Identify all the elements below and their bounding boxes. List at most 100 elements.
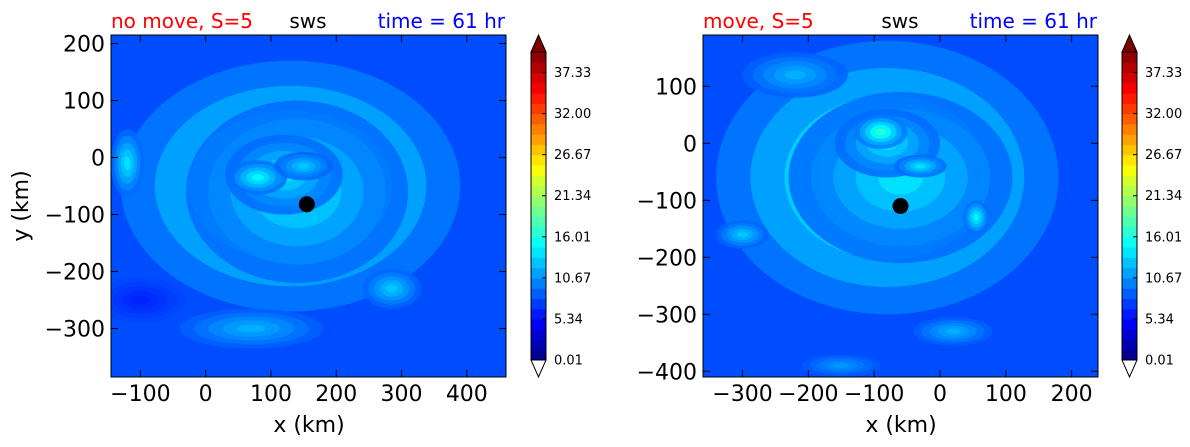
left-panel: no move, S=5 sws time = 61 hr −100 0 100 20… bbox=[9, 9, 591, 438]
colorbar-segment bbox=[1122, 329, 1137, 341]
x-tick-label: 400 bbox=[446, 382, 488, 407]
colorbar-segment bbox=[1122, 134, 1137, 145]
right-panel-title-left: move, S=5 bbox=[703, 9, 814, 33]
contour-band bbox=[945, 328, 962, 335]
colorbar-max-extend bbox=[1121, 33, 1138, 53]
y-tick-label: 100 bbox=[655, 75, 697, 100]
right-panel-y-ticks: −400 −300 −200 −100 0 100 bbox=[637, 75, 1098, 385]
colorbar-segment bbox=[1122, 62, 1137, 74]
y-tick-label: 0 bbox=[91, 147, 105, 172]
right-panel: move, S=5 sws time = 61 hr −300 −200 −100 0… bbox=[637, 9, 1183, 438]
colorbar-segment bbox=[531, 134, 546, 145]
left-panel-colorbar: 0.01 5.34 10.67 16.01 21.34 26.67 32.00 37.33 bbox=[530, 33, 591, 379]
contour-band bbox=[297, 163, 310, 169]
contour-band bbox=[875, 128, 887, 136]
colorbar-segment bbox=[1122, 52, 1137, 63]
plot-frame bbox=[110, 34, 507, 378]
colorbar-segment bbox=[531, 349, 546, 361]
colorbar-segment bbox=[1122, 103, 1137, 115]
contour-band bbox=[737, 231, 748, 238]
y-tick-label: 100 bbox=[63, 90, 105, 115]
colorbar-segment bbox=[1122, 206, 1137, 217]
colorbar-tick-label: 10.67 bbox=[554, 271, 591, 286]
right-panel-title-right: time = 61 hr bbox=[970, 9, 1098, 33]
colorbar-segment bbox=[1122, 175, 1137, 187]
y-tick-label: −300 bbox=[45, 318, 105, 343]
x-tick-label: 100 bbox=[985, 382, 1027, 407]
x-tick-label: 300 bbox=[381, 382, 423, 407]
colorbar-segment bbox=[1122, 226, 1137, 238]
colorbar-frame bbox=[1121, 51, 1138, 361]
contour-band bbox=[124, 156, 131, 171]
right-panel-x-label: x (km) bbox=[865, 413, 936, 438]
colorbar-segment bbox=[531, 72, 546, 84]
colorbar-tick-label: 0.01 bbox=[554, 354, 583, 369]
colorbar-segment bbox=[531, 144, 546, 156]
right-panel-plot-area bbox=[702, 34, 1099, 378]
contour-band bbox=[784, 70, 806, 80]
colorbar-segment bbox=[531, 267, 546, 279]
colorbar-frame bbox=[530, 51, 547, 361]
contour-band bbox=[131, 295, 150, 305]
colorbar-segment bbox=[531, 164, 546, 176]
colorbar-segment bbox=[1122, 185, 1137, 197]
y-tick-label: −100 bbox=[637, 189, 697, 214]
colorbar-segment bbox=[1122, 113, 1137, 125]
colorbar-segment bbox=[1122, 236, 1137, 248]
colorbar-segment bbox=[1122, 164, 1137, 176]
colorbar-segment bbox=[1122, 298, 1137, 310]
y-tick-label: −100 bbox=[45, 204, 105, 229]
storm-center-marker bbox=[892, 198, 909, 214]
colorbar-segment bbox=[1122, 318, 1137, 330]
colorbar-segment bbox=[1122, 93, 1137, 104]
colorbar-segment bbox=[531, 298, 546, 310]
colorbar-segment bbox=[1122, 144, 1137, 156]
x-tick-label: 100 bbox=[250, 382, 292, 407]
colorbar-tick-label: 5.34 bbox=[1145, 312, 1174, 327]
colorbar-segment bbox=[1122, 339, 1137, 351]
left-panel-title-left: no move, S=5 bbox=[111, 9, 253, 33]
colorbar-segment bbox=[1122, 288, 1137, 299]
colorbar-segment bbox=[531, 339, 546, 351]
colorbar-segment bbox=[1122, 267, 1137, 279]
colorbar-segment bbox=[531, 329, 546, 341]
colorbar-tick-label: 21.34 bbox=[1145, 189, 1182, 204]
colorbar-tick-label: 37.33 bbox=[1145, 66, 1182, 81]
colorbar-segment bbox=[1122, 154, 1137, 166]
colorbar-segment bbox=[1122, 257, 1137, 269]
contour-band bbox=[833, 363, 850, 368]
colorbar-tick-label: 26.67 bbox=[1145, 148, 1182, 163]
storm-center-marker bbox=[298, 196, 315, 213]
colorbar-tick-label: 37.33 bbox=[554, 66, 591, 81]
colorbar-segment bbox=[531, 288, 546, 299]
colorbar-tick-label: 10.67 bbox=[1145, 271, 1182, 286]
colorbar-segment bbox=[531, 257, 546, 269]
colorbar-tick-label: 0.01 bbox=[1145, 354, 1174, 369]
left-panel-plot-area bbox=[110, 34, 507, 378]
colorbar-segment bbox=[1122, 308, 1137, 320]
colorbar-segment bbox=[531, 175, 546, 187]
colorbar-segment bbox=[531, 216, 546, 228]
colorbar-segment bbox=[531, 185, 546, 197]
colorbar-segment bbox=[531, 236, 546, 248]
colorbar-segment bbox=[1122, 123, 1137, 135]
colorbar-tick-label: 21.34 bbox=[554, 189, 591, 204]
contour-band bbox=[237, 324, 266, 333]
colorbar-tick-label: 16.01 bbox=[554, 230, 591, 245]
plot-frame bbox=[702, 34, 1099, 378]
colorbar-segment bbox=[531, 82, 546, 94]
wind-speed-field bbox=[111, 35, 506, 377]
x-tick-label: 200 bbox=[1051, 382, 1093, 407]
colorbar-segment bbox=[531, 308, 546, 320]
x-tick-label: −100 bbox=[844, 382, 904, 407]
colorbar-segment bbox=[531, 103, 546, 115]
right-panel-colorbar: 0.01 5.34 10.67 16.01 21.34 26.67 32.00 37.33 bbox=[1121, 33, 1182, 379]
y-tick-label: −200 bbox=[45, 261, 105, 286]
right-panel-x-ticks: −300 −200 −100 0 100 200 bbox=[712, 35, 1093, 407]
x-tick-label: −100 bbox=[110, 382, 170, 407]
colorbar-segment bbox=[531, 154, 546, 166]
colorbar-segment bbox=[1122, 277, 1137, 289]
colorbar-tick-label: 32.00 bbox=[1145, 107, 1182, 122]
colorbar-tick-label: 26.67 bbox=[554, 148, 591, 163]
